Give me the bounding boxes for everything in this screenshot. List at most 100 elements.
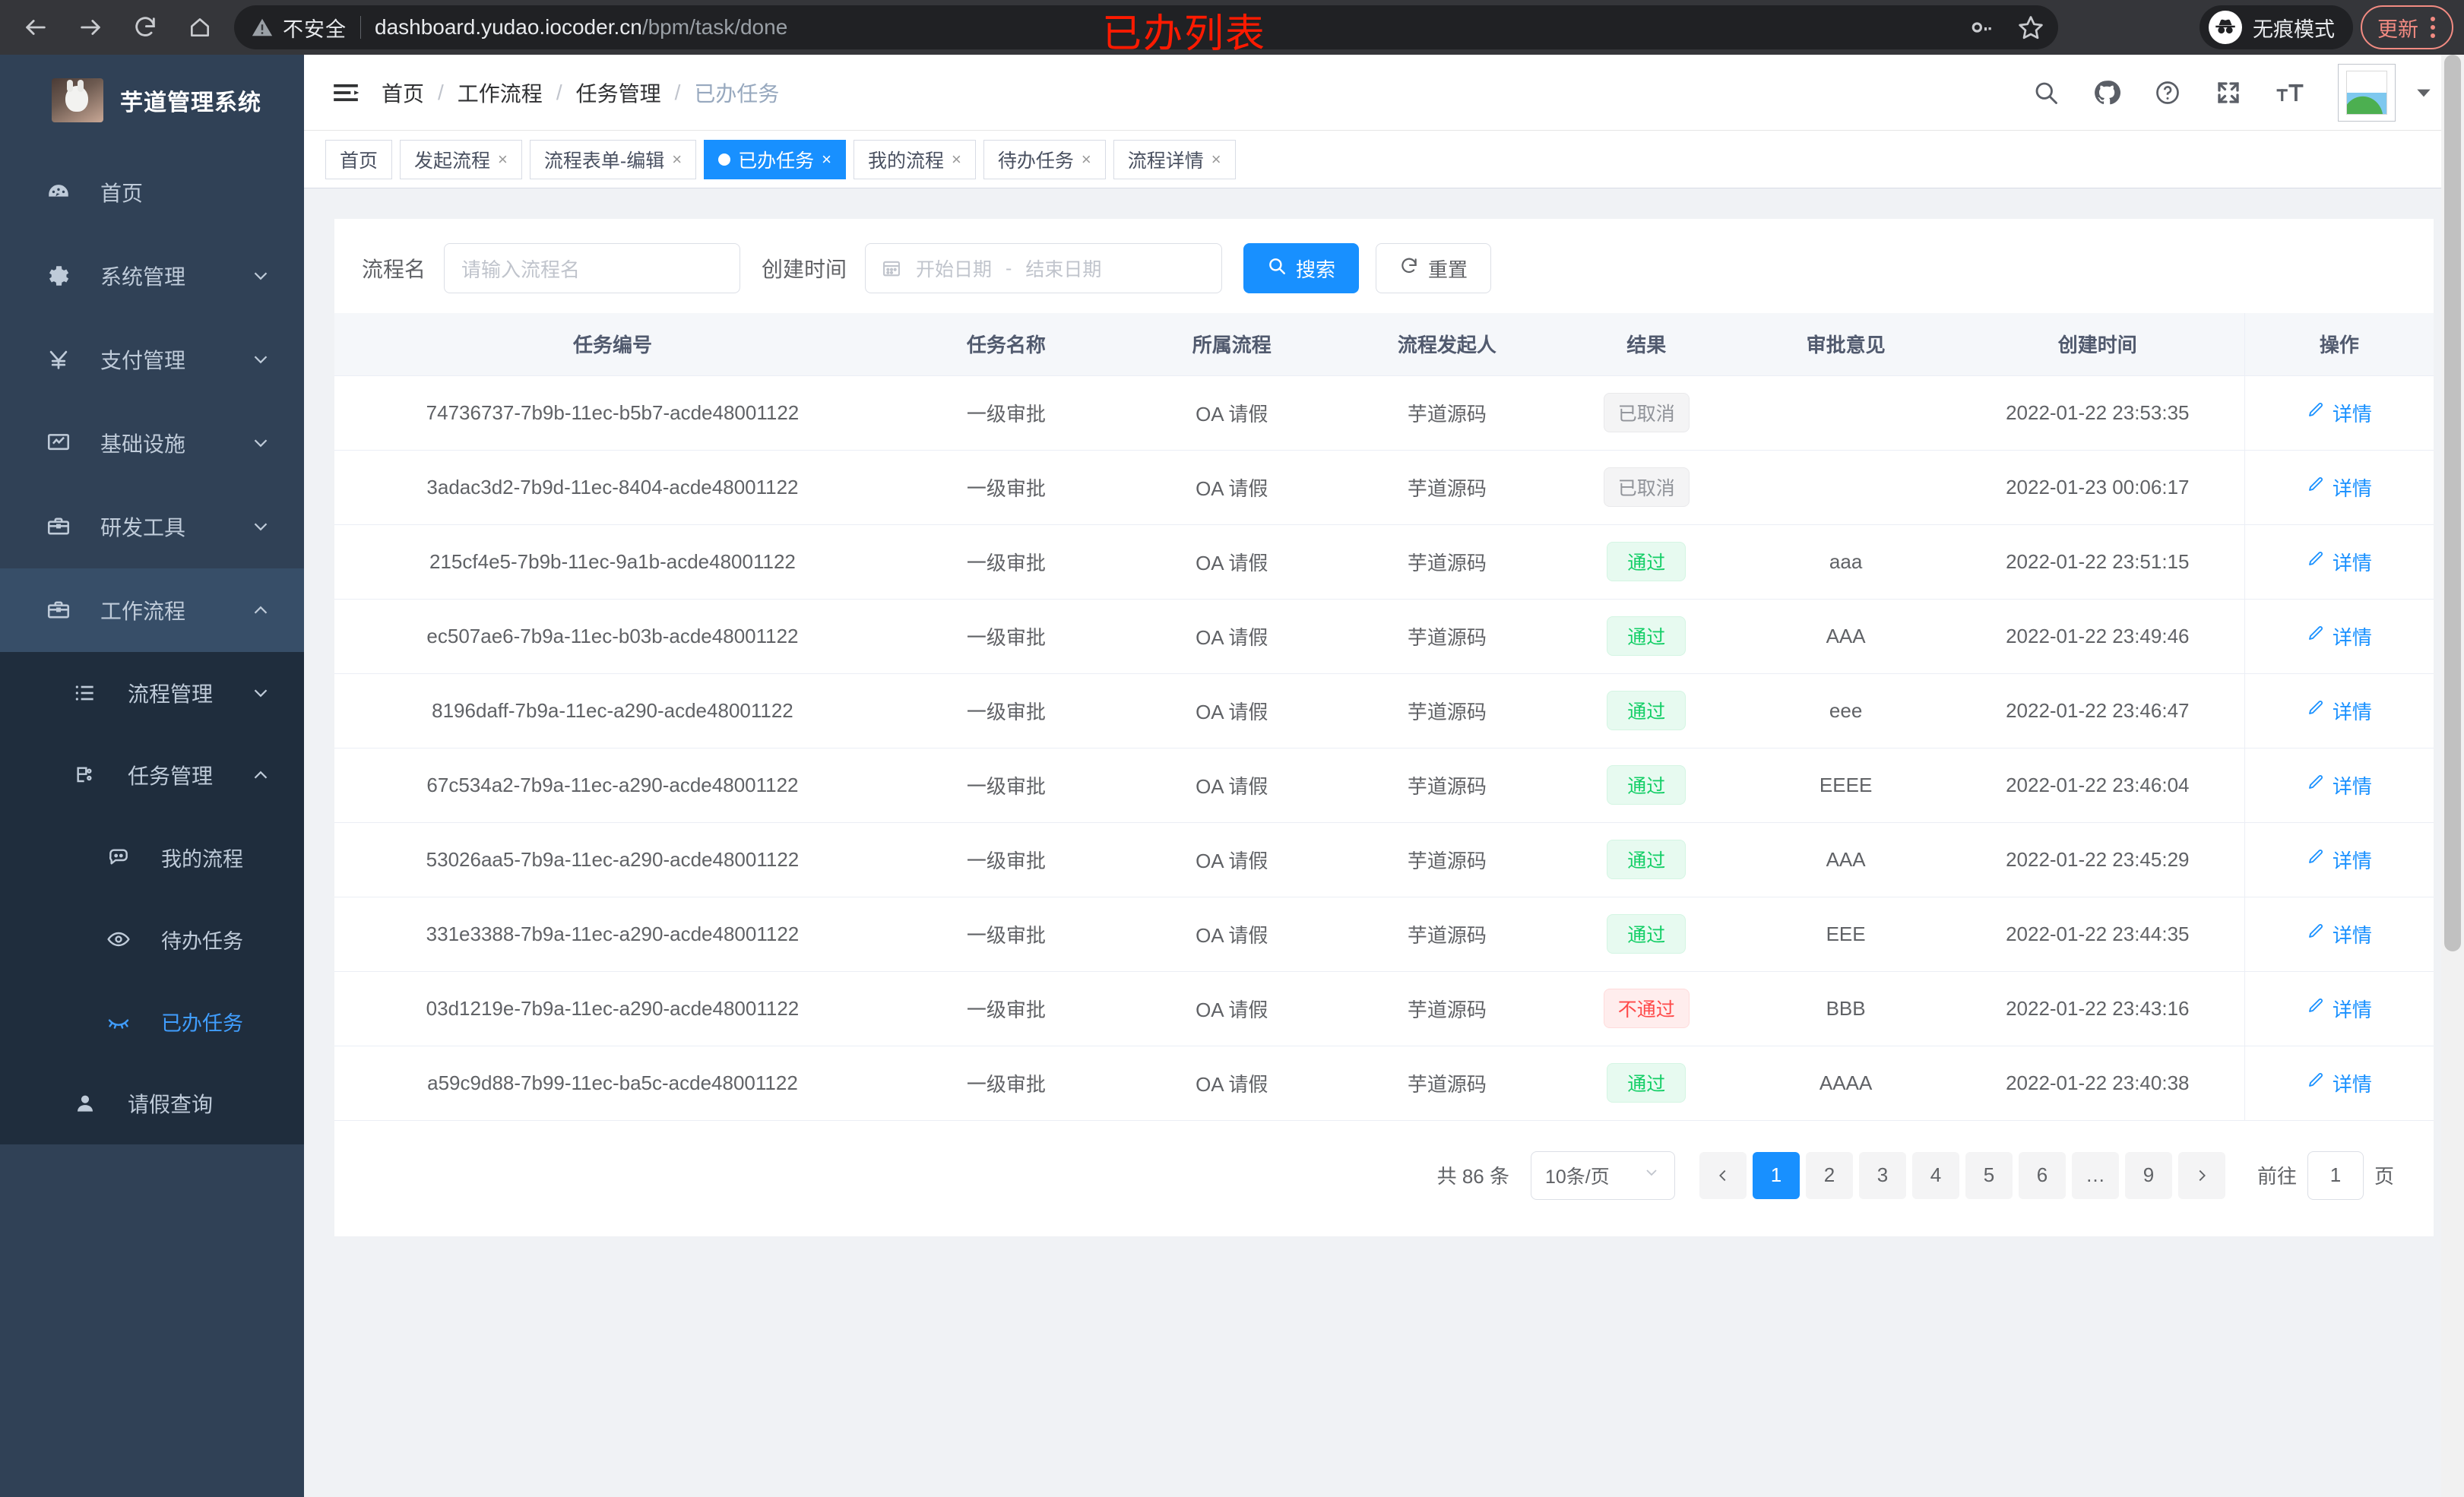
close-icon[interactable]: × [672, 149, 683, 169]
back-button[interactable] [12, 4, 59, 51]
cell-process: OA 请假 [1121, 375, 1342, 451]
home-icon [188, 15, 212, 40]
sidebar-item-dev-tools[interactable]: 研发工具 [0, 485, 304, 568]
tab-bar: 首页 发起流程 × 流程表单-编辑 × 已办任务 × 我的流程 × 待办任务 ×… [304, 131, 2464, 188]
close-icon[interactable]: × [1211, 149, 1221, 169]
page-button-1[interactable]: 1 [1752, 1151, 1800, 1199]
page-scrollbar[interactable] [2441, 55, 2464, 1497]
cell-process: OA 请假 [1121, 1046, 1342, 1121]
cell-task-name: 一级审批 [890, 971, 1122, 1046]
cell-operation: 详情 [2244, 897, 2434, 972]
cell-result: 通过 [1551, 748, 1741, 823]
home-button[interactable] [176, 4, 223, 51]
search-button[interactable]: 搜索 [1243, 243, 1360, 293]
detail-button[interactable]: 详情 [2307, 846, 2372, 874]
breadcrumb-item-home[interactable]: 首页 [382, 81, 425, 106]
tab-home[interactable]: 首页 [325, 139, 393, 179]
chevron-down-icon[interactable] [2414, 83, 2434, 103]
sidebar-item-done-tasks[interactable]: 已办任务 [0, 980, 304, 1062]
close-icon[interactable]: × [1081, 149, 1091, 169]
page-size-select[interactable]: 10条/页 [1530, 1150, 1675, 1200]
detail-button[interactable]: 详情 [2307, 697, 2372, 725]
close-icon[interactable]: × [951, 149, 961, 169]
table-row: 74736737-7b9b-11ec-b5b7-acde48001122 一级审批… [334, 375, 2434, 451]
detail-button[interactable]: 详情 [2307, 399, 2372, 427]
status-badge: 通过 [1607, 1063, 1686, 1103]
next-page-button[interactable] [2177, 1151, 2225, 1199]
sidebar-item-system-management[interactable]: 系统管理 [0, 234, 304, 318]
incognito-indicator[interactable]: 无痕模式 [2200, 5, 2353, 49]
breadcrumb-item-workflow[interactable]: 工作流程 [457, 81, 543, 106]
reload-button[interactable] [122, 4, 169, 51]
reset-button[interactable]: 重置 [1376, 243, 1492, 293]
breadcrumb-separator: / [674, 80, 681, 104]
browser-menu-icon[interactable] [2424, 17, 2441, 38]
fullscreen-icon[interactable] [2215, 79, 2242, 106]
github-icon[interactable] [2093, 79, 2120, 106]
sidebar-item-infrastructure[interactable]: 基础设施 [0, 401, 304, 485]
table-row: 8196daff-7b9a-11ec-a290-acde48001122 一级审批… [334, 673, 2434, 748]
sidebar: 芋道管理系统 首页 系统管理 支付管理 [0, 55, 304, 1497]
prev-page-button[interactable] [1699, 1151, 1747, 1199]
cell-initiator: 芋道源码 [1341, 897, 1552, 972]
page-jump-input[interactable]: 1 [2307, 1150, 2364, 1200]
cell-created-time: 2022-01-22 23:45:29 [1950, 822, 2245, 897]
brand[interactable]: 芋道管理系统 [0, 55, 304, 146]
detail-button[interactable]: 详情 [2307, 548, 2372, 576]
incognito-icon [2209, 11, 2242, 44]
forward-button[interactable] [67, 4, 114, 51]
detail-button[interactable]: 详情 [2307, 473, 2372, 502]
page-button-2[interactable]: 2 [1805, 1151, 1853, 1199]
close-icon[interactable]: × [498, 149, 508, 169]
page-button-…[interactable]: … [2071, 1151, 2119, 1199]
tab-todo-tasks[interactable]: 待办任务 × [983, 139, 1106, 179]
close-icon[interactable]: × [822, 149, 831, 169]
password-key-icon[interactable] [1968, 14, 1994, 40]
url-text: dashboard.yudao.iocoder.cn/bpm/task/done [375, 15, 787, 40]
sidebar-item-task-management[interactable]: 任务管理 [0, 734, 304, 816]
tab-start-process[interactable]: 发起流程 × [400, 139, 522, 179]
page-button-6[interactable]: 6 [2018, 1151, 2066, 1199]
sidebar-item-workflow[interactable]: 工作流程 [0, 568, 304, 652]
address-bar[interactable]: 不安全 dashboard.yudao.iocoder.cn/bpm/task/… [234, 5, 2058, 49]
scrollbar-thumb[interactable] [2444, 55, 2461, 951]
column-header-task-id: 任务编号 [334, 313, 891, 376]
detail-button[interactable]: 详情 [2307, 1069, 2372, 1097]
chevron-up-icon [249, 764, 272, 786]
table-row: 3adac3d2-7b9d-11ec-8404-acde48001122 一级审批… [334, 450, 2434, 525]
page-button-5[interactable]: 5 [1965, 1151, 2013, 1199]
sidebar-item-home[interactable]: 首页 [0, 150, 304, 234]
detail-button[interactable]: 详情 [2307, 920, 2372, 948]
cell-created-time: 2022-01-22 23:46:47 [1950, 673, 2245, 748]
sidebar-item-process-management[interactable]: 流程管理 [0, 652, 304, 734]
page-button-4[interactable]: 4 [1911, 1151, 1959, 1199]
page-button-3[interactable]: 3 [1858, 1151, 1906, 1199]
user-avatar[interactable] [2338, 63, 2396, 122]
font-size-icon[interactable] [2276, 78, 2304, 107]
tab-process-detail[interactable]: 流程详情 × [1113, 139, 1236, 179]
bookmark-star-icon[interactable] [2017, 14, 2044, 41]
breadcrumb-item-task-management[interactable]: 任务管理 [575, 81, 661, 106]
sidebar-item-payment-management[interactable]: 支付管理 [0, 318, 304, 401]
avatar-image [2346, 70, 2387, 115]
search-icon[interactable] [2032, 79, 2060, 106]
detail-button[interactable]: 详情 [2307, 995, 2372, 1023]
hamburger-menu-icon[interactable] [304, 78, 378, 107]
page-button-9[interactable]: 9 [2124, 1151, 2172, 1199]
breadcrumb-separator: / [556, 80, 562, 104]
tab-process-form-edit[interactable]: 流程表单-编辑 × [529, 139, 697, 179]
detail-button[interactable]: 详情 [2307, 622, 2372, 650]
sidebar-item-leave-query[interactable]: 请假查询 [0, 1062, 304, 1144]
help-circle-icon[interactable] [2154, 79, 2181, 106]
create-time-range-picker[interactable]: 开始日期 - 结束日期 [865, 243, 1223, 293]
search-icon [1267, 256, 1287, 281]
sidebar-item-todo-tasks[interactable]: 待办任务 [0, 898, 304, 980]
process-name-input[interactable]: 请输入流程名 [444, 243, 741, 293]
update-button[interactable]: 更新 [2361, 5, 2453, 49]
detail-button[interactable]: 详情 [2307, 771, 2372, 799]
cell-process: OA 请假 [1121, 897, 1342, 972]
sidebar-item-my-process[interactable]: 我的流程 [0, 816, 304, 898]
tab-done-tasks[interactable]: 已办任务 × [704, 139, 846, 179]
sidebar-item-label: 基础设施 [100, 432, 186, 456]
tab-my-process[interactable]: 我的流程 × [853, 139, 976, 179]
